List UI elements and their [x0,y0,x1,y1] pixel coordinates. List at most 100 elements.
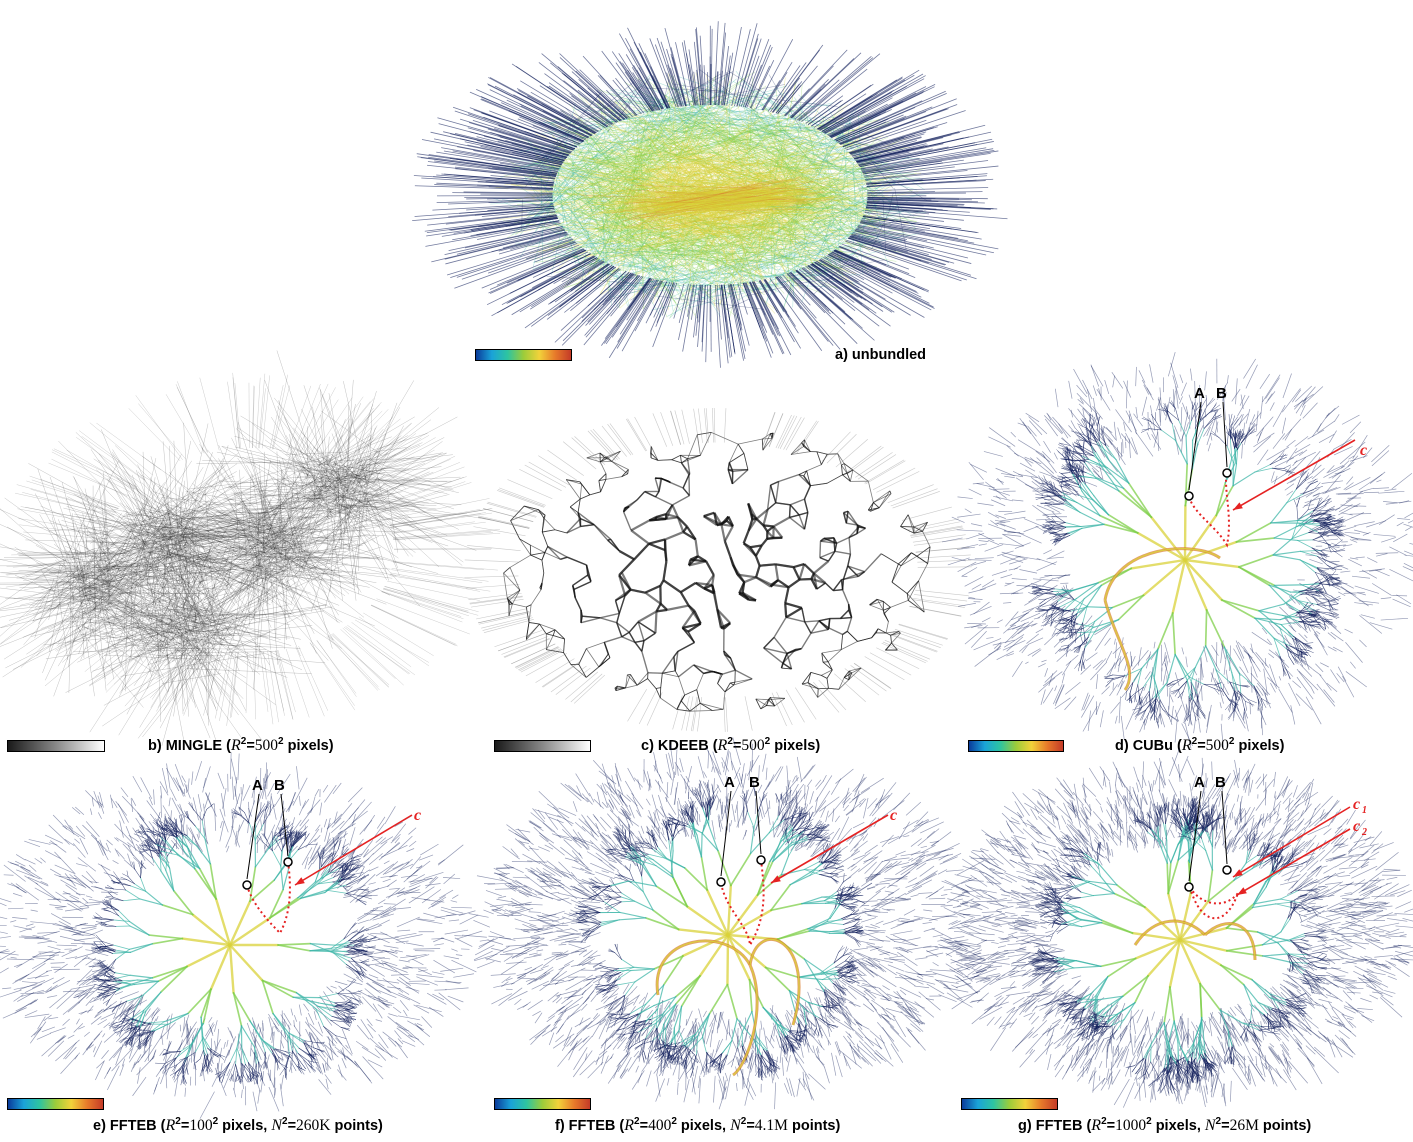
pixels-word: pixels [676,1118,723,1134]
value-squared: 2 [278,736,284,748]
caption-prefix: d) CUBu ( [1115,738,1182,754]
r-symbol: R [165,1117,176,1134]
label-a: A [724,774,735,791]
r-symbol: R [717,737,728,754]
label-b: B [1216,385,1227,402]
node-b-marker [756,855,766,865]
panel-b [0,350,501,746]
pixels-word: pixels [1151,1118,1197,1134]
edge-layer [941,352,1413,749]
label-a: A [252,777,263,794]
close-paren: ) [328,738,334,754]
n-squared: 2 [1215,1116,1222,1128]
panel-a-graph [412,21,1008,368]
r-symbol: R [1181,737,1192,754]
panel-a [412,0,1008,370]
panel-b-colorbar [7,740,105,752]
caption-prefix: a) unbundled [835,347,927,363]
panel-g-graph: A Bc 1c 2 [928,748,1413,1108]
label-a: A [1194,774,1205,791]
value-squared: 2 [212,1116,219,1128]
equals: = [732,738,742,754]
points-word: points) [1258,1118,1312,1134]
caption-prefix: b) MINGLE ( [148,738,231,754]
panel-a-colorbar [475,349,572,361]
panel-b-caption: b) MINGLE (R2=5002 pixels) [148,737,334,755]
r-squared: 2 [727,736,733,748]
value-squared: 2 [671,1116,677,1128]
annotation-layer: A Bc [1184,385,1367,548]
node-a-marker [1184,491,1194,501]
node-b-marker [283,857,293,867]
pixels-word: pixels [283,738,329,754]
n-value: 26M [1229,1117,1259,1134]
r-value: 500 [254,737,279,754]
n-value: 260K [296,1117,331,1134]
r-squared: 2 [240,736,247,748]
equals: = [1197,738,1206,754]
r-squared: 2 [1191,736,1198,748]
r-squared: 2 [634,1116,640,1128]
edge-layer [412,21,1008,368]
points-word: points) [787,1118,841,1134]
panel-g-caption: g) FFTEB (R2=10002 pixels, N2=26M points… [1018,1117,1311,1135]
value-squared: 2 [1146,1116,1152,1128]
label-c-1: c [1353,796,1360,813]
n-symbol: N [730,1117,741,1134]
n-squared: 2 [740,1116,747,1128]
label-c: c [414,807,421,824]
panel-b-graph [0,350,501,746]
panel-a-caption: a) unbundled [835,346,926,364]
label-c-subscript: 2 [1361,827,1367,838]
panel-d-graph: A Bc [941,352,1413,749]
equals: = [1106,1118,1116,1134]
pixels-word: pixels [770,738,816,754]
value-squared: 2 [764,736,771,748]
panel-c-graph [464,408,972,732]
label-b: B [1215,774,1226,791]
label-c: c [890,807,897,824]
r-value: 1000 [1115,1117,1147,1134]
panel-f-colorbar [494,1098,591,1110]
edge-layer [464,408,972,732]
node-b-marker [1222,468,1232,478]
equals: = [246,738,255,754]
label-c: c [1360,442,1367,459]
caption-prefix: c) KDEEB ( [641,738,718,754]
r-symbol: R [230,737,241,754]
r-symbol: R [624,1117,635,1134]
equals: = [746,1118,755,1134]
panel-c-caption: c) KDEEB (R2=5002 pixels) [641,737,820,755]
n-squared: 2 [282,1116,288,1128]
caption-prefix: f) FFTEB ( [555,1118,625,1134]
panel-c [464,370,972,732]
n-symbol: N [1204,1117,1216,1134]
edge-layer [0,350,501,746]
edge-layer [0,752,487,1119]
panel-f-caption: f) FFTEB (R2=4002 pixels, N2=4.1M points… [555,1117,840,1135]
panel-e-graph: A Bc [0,752,487,1119]
r-squared: 2 [1101,1116,1107,1128]
annotation-layer: A Bc 1c 2 [1184,774,1367,920]
caption-prefix: e) FFTEB ( [93,1118,166,1134]
comma: , [263,1118,272,1134]
r-value: 500 [741,737,765,754]
equals: = [180,1118,190,1134]
r-value: 100 [189,1117,213,1134]
n-value: 4.1M [754,1117,788,1134]
panel-d-caption: d) CUBu (R2=5002 pixels) [1115,737,1284,755]
pixels-word: pixels [218,1118,264,1134]
panel-d-colorbar [968,740,1064,752]
equals: = [287,1118,297,1134]
label-c-2: c [1353,818,1360,835]
close-paren: ) [815,738,821,754]
edge-layer [468,737,989,1110]
label-a: A [1194,385,1205,402]
equals: = [639,1118,649,1134]
panel-g-colorbar [961,1098,1058,1110]
annotation-layer: A Bc [716,774,897,949]
